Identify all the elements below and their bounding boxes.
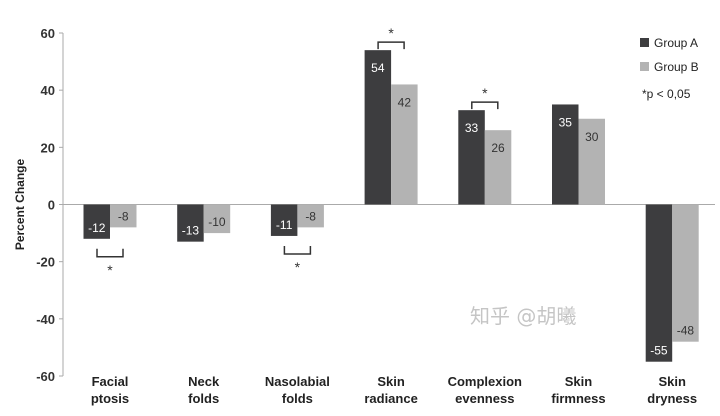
bar-group-b [203,204,231,234]
category-label: radiance [364,391,417,406]
legend-swatch [640,38,649,47]
significance-bracket [96,248,124,258]
legend-label: Group A [654,36,698,50]
significance-bracket [283,245,312,255]
data-label: -11 [276,218,293,232]
data-label: -55 [650,344,668,358]
data-label: 35 [559,115,573,129]
significance-marker: * [107,262,113,278]
data-label: -10 [208,215,226,229]
y-tick-label: 60 [41,26,55,41]
bar-group-a [552,104,579,205]
y-tick-label: 20 [41,140,55,155]
bar-group-b [297,204,324,228]
y-axis-label: Percent Change [13,158,27,250]
bar-group-a [364,50,392,205]
category-label: firmness [551,391,605,406]
category-label: Skin [658,374,686,389]
bar-group-b [672,204,699,342]
bar-group-a [270,204,298,236]
category-label: Skin [565,374,593,389]
significance-bracket [377,41,405,50]
data-label: 33 [465,121,479,135]
significance-marker: * [295,259,301,275]
bar-group-b [110,204,137,228]
y-tick-label: 40 [41,83,55,98]
category-label: Neck [188,374,220,389]
y-tick-label: -40 [36,312,55,327]
data-label: -8 [305,209,316,223]
data-label: 54 [371,61,385,75]
data-label: 42 [398,95,412,109]
bar-group-a [83,204,110,239]
category-label: folds [188,391,219,406]
bar-group-b [578,118,605,205]
y-tick-label: -60 [36,369,55,384]
significance-marker: * [482,85,488,101]
bar-group-b [391,84,418,205]
category-label: folds [282,391,313,406]
legend-label: Group B [654,60,699,74]
data-label: -12 [88,221,106,235]
watermark: 知乎 @胡曦 [470,304,577,328]
data-label: -13 [182,224,200,238]
category-label: Nasolabial [265,374,330,389]
bar-group-a [645,204,673,362]
category-label: Facial [92,374,129,389]
data-label: -48 [677,324,695,338]
y-tick-label: -20 [36,255,55,270]
category-label: Complexion [448,374,522,389]
bar-group-b [484,130,512,205]
bar-group-a [458,110,485,205]
bar-group-a [177,204,204,242]
category-label: evenness [455,391,514,406]
significance-marker: * [388,25,394,41]
category-label: Skin [377,374,405,389]
significance-bracket [471,101,499,110]
data-label: 30 [585,130,599,144]
legend-note: *p < 0,05 [642,87,691,101]
category-label: ptosis [91,391,129,406]
data-label: 26 [491,141,505,155]
legend-swatch [640,62,649,71]
y-tick-label: 0 [48,198,55,213]
category-label: dryness [647,391,697,406]
data-label: -8 [118,209,129,223]
